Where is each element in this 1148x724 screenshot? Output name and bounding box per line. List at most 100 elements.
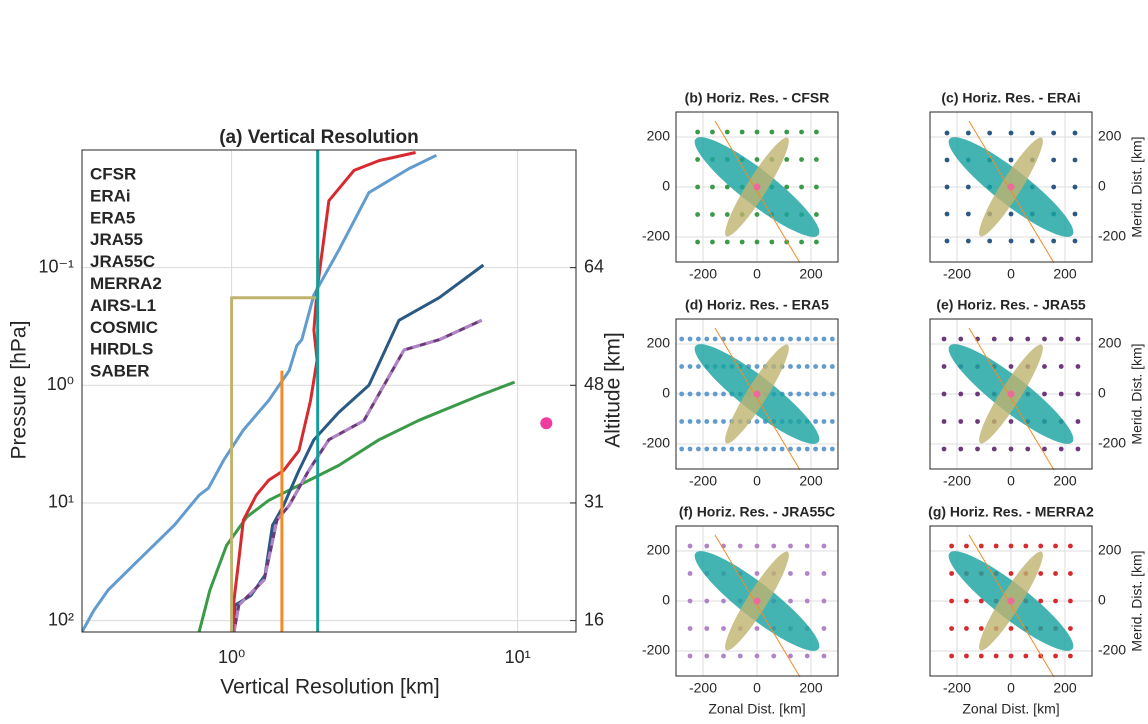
grid-point xyxy=(704,419,710,424)
y-tick-label: 10⁰ xyxy=(47,374,74,394)
center-dot xyxy=(753,597,761,605)
y-tick-label: -200 xyxy=(1098,228,1126,244)
grid-point xyxy=(687,419,693,424)
grid-point xyxy=(754,336,760,342)
grid-point xyxy=(958,391,964,397)
grid-point xyxy=(821,336,827,342)
grid-point xyxy=(958,336,964,342)
grid-point xyxy=(1023,653,1029,659)
panel-title: (b) Horiz. Res. - CFSR xyxy=(685,90,830,106)
grid-point xyxy=(813,446,818,452)
series-line xyxy=(82,153,438,632)
legend-entry: HIRDLS xyxy=(90,340,153,359)
grid-point xyxy=(687,571,693,576)
center-dot xyxy=(1007,390,1015,398)
grid-point xyxy=(712,419,718,424)
grid-point xyxy=(1038,543,1044,549)
x-tick-label: 200 xyxy=(799,473,823,489)
grid-point xyxy=(739,129,745,135)
grid-point xyxy=(804,336,810,342)
grid-point xyxy=(721,419,726,424)
grid-point xyxy=(788,543,793,549)
grid-point xyxy=(796,364,802,369)
plot-frame xyxy=(929,111,1093,263)
grid-point xyxy=(1072,211,1078,217)
grid-point xyxy=(975,446,980,452)
grid-point xyxy=(965,184,971,190)
series-group xyxy=(82,150,553,632)
grid-point xyxy=(762,446,768,452)
grid-point xyxy=(978,543,984,549)
data-point xyxy=(540,417,553,430)
legend-entry: MERRA2 xyxy=(90,274,162,293)
legend-entry: CFSR xyxy=(90,164,136,183)
grid-point xyxy=(804,446,810,452)
grid-point xyxy=(991,336,997,342)
grid-point xyxy=(687,391,693,397)
grid-point xyxy=(993,543,999,549)
grid-point xyxy=(788,336,793,342)
track-line xyxy=(714,327,801,471)
grid-point xyxy=(829,446,835,452)
grid-point xyxy=(679,446,685,452)
panel-title: (c) Horiz. Res. - ERAi xyxy=(941,90,1080,106)
grid-point xyxy=(814,157,819,162)
grid-point xyxy=(687,446,693,452)
grid-point xyxy=(721,446,726,452)
grid-point xyxy=(754,239,760,245)
grid-point xyxy=(1008,364,1014,369)
grid-point xyxy=(799,239,804,245)
grid-point xyxy=(788,598,793,604)
y-tick-label: -200 xyxy=(642,228,670,244)
grid-point xyxy=(696,391,701,397)
grid-point xyxy=(704,446,710,452)
grid-point xyxy=(754,571,760,576)
grid-point xyxy=(804,391,810,397)
grid-point xyxy=(788,391,793,397)
grid-point xyxy=(1053,543,1058,549)
grid-point xyxy=(1068,598,1073,604)
series-line xyxy=(232,318,483,632)
grid-point xyxy=(1029,130,1035,136)
grid-point xyxy=(695,157,700,162)
grid-point xyxy=(1068,571,1073,576)
grid-point xyxy=(704,598,710,604)
y2-axis-label: Altitude [km] xyxy=(602,332,625,448)
grid-point xyxy=(695,129,700,135)
grid-point xyxy=(1008,653,1014,659)
grid-point xyxy=(978,598,984,604)
grid-point xyxy=(754,212,760,217)
y-tick-label: 10² xyxy=(48,609,74,629)
legend-entry: JRA55 xyxy=(90,230,143,249)
grid-point xyxy=(696,364,701,369)
grid-point xyxy=(1075,446,1081,452)
x-tick-label: 200 xyxy=(1053,680,1077,696)
track-line xyxy=(714,120,801,264)
grid-point xyxy=(804,543,810,549)
grid-point xyxy=(813,364,818,369)
track-line xyxy=(968,534,1055,678)
grid-point xyxy=(993,653,999,659)
grid-point xyxy=(779,446,785,452)
grid-point xyxy=(712,446,718,452)
x-tick-label: 0 xyxy=(1007,680,1015,696)
series-line xyxy=(231,151,416,632)
grid-point xyxy=(821,364,827,369)
grid-point xyxy=(965,238,971,244)
y-tick-label: 200 xyxy=(647,542,671,558)
grid-point xyxy=(821,446,827,452)
x-tick-label: -200 xyxy=(943,680,971,696)
y-axis-label: Pressure [hPa] xyxy=(8,321,31,460)
grid-point xyxy=(737,336,743,342)
plot-frame xyxy=(675,525,839,677)
grid-point xyxy=(729,336,735,342)
center-dot xyxy=(1007,597,1015,605)
grid-point xyxy=(941,364,947,369)
grid-point xyxy=(1068,543,1073,549)
x-tick-label: 0 xyxy=(753,266,761,282)
grid-point xyxy=(1008,211,1014,217)
legend-entry: ERA5 xyxy=(90,208,135,227)
grid-point xyxy=(771,336,777,342)
grid-point xyxy=(754,626,760,631)
